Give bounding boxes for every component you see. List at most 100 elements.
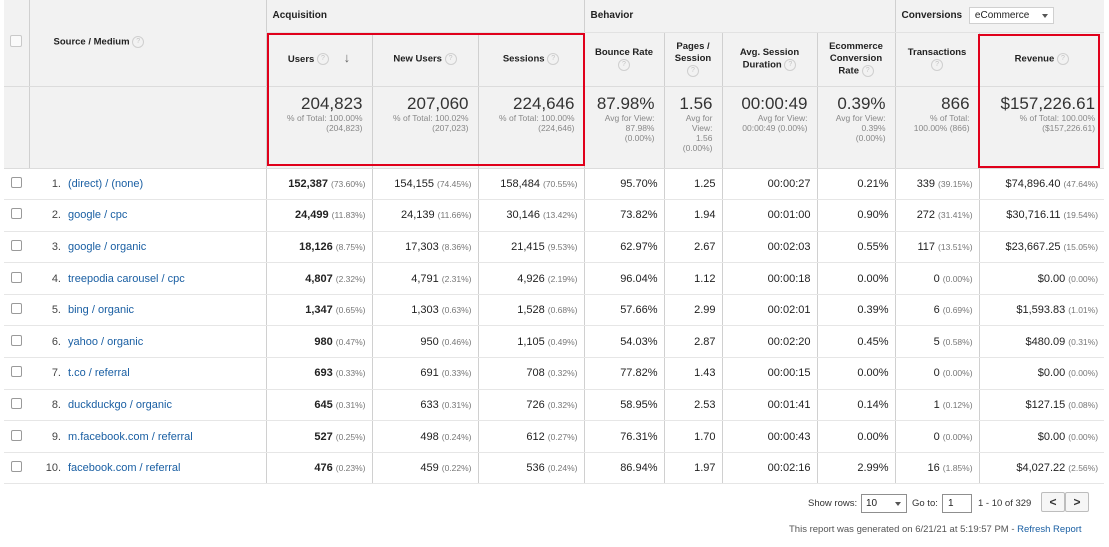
transactions-total: 866 % of Total: 100.00% (866) (894, 86, 980, 169)
help-icon[interactable]: ? (444, 52, 457, 65)
help-icon[interactable]: ? (861, 64, 874, 77)
prev-page-button[interactable]: < (1041, 492, 1065, 512)
new-users-value: 24,139 (400, 209, 435, 222)
goto-input[interactable]: 1 (942, 494, 972, 513)
users-value: 645 (314, 398, 333, 411)
sessions-header[interactable]: Sessions ? (477, 32, 584, 87)
table-row: 7. t.co / referral 693 (0.33%) 691 (0.33%) 708… (4, 357, 1105, 390)
row-index: 5. (51, 304, 61, 317)
transactions-value: 6 (933, 304, 940, 317)
ecommerce-rate-header[interactable]: Ecommerce Conversion Rate ? (816, 32, 896, 87)
group-header-row: Source / Medium ? Acquisition Behavior C… (4, 0, 1105, 87)
sessions-cell: 158,484 (70.55%) (477, 168, 584, 201)
users-value: 1,347 (305, 304, 333, 317)
transactions-cell: 0 (0.00%) (894, 357, 980, 390)
source-medium-header[interactable]: Source / Medium ? (28, 0, 266, 87)
bounce-rate-header[interactable]: Bounce Rate ? (583, 32, 664, 87)
row-checkbox-cell (4, 357, 29, 390)
new-users-value: 459 (420, 462, 439, 475)
pages-session-total-line: Avg for (685, 112, 713, 123)
row-checkbox[interactable] (11, 239, 22, 251)
help-icon[interactable]: ? (1056, 52, 1069, 65)
avg-duration-total-value: 00:00:49 (741, 93, 808, 113)
avg-duration-cell: 00:00:27 (721, 168, 817, 201)
bounce-rate-cell: 86.94% (583, 452, 664, 485)
transactions-percent: (0.00%) (942, 368, 973, 379)
users-cell: 693 (0.33%) (265, 357, 372, 390)
avg-duration-cell: 00:02:01 (721, 294, 817, 327)
ecom-rate-cell: 0.55% (816, 231, 896, 264)
new-users-cell: 459 (0.22%) (371, 452, 478, 485)
transactions-value: 272 (916, 209, 936, 222)
users-cell: 24,499 (11.83%) (265, 199, 372, 232)
source-medium-link[interactable]: google / organic (68, 240, 147, 253)
sort-descending-icon[interactable]: ↓ (343, 50, 351, 65)
select-all-checkbox[interactable] (10, 34, 23, 47)
users-value: 4,807 (305, 272, 333, 285)
source-medium-link[interactable]: t.co / referral (68, 367, 130, 380)
transactions-total-line: % of Total: (930, 112, 970, 123)
users-percent: (0.23%) (335, 463, 366, 474)
source-cell: 4. treepodia carousel / cpc (29, 262, 266, 295)
source-medium-link[interactable]: duckduckgo / organic (68, 398, 172, 411)
revenue-header[interactable]: Revenue ? (978, 32, 1105, 87)
source-medium-link[interactable]: (direct) / (none) (68, 177, 144, 190)
new-users-cell: 498 (0.24%) (371, 420, 478, 453)
help-icon[interactable]: ? (687, 64, 699, 77)
bounce-rate-cell: 73.82% (583, 199, 664, 232)
help-icon[interactable]: ? (547, 52, 560, 65)
row-checkbox[interactable] (11, 271, 22, 283)
transactions-header[interactable]: Transactions ? (894, 32, 980, 87)
help-icon[interactable]: ? (784, 58, 797, 71)
new-users-header[interactable]: New Users ? (371, 32, 478, 87)
next-page-button[interactable]: > (1065, 492, 1089, 512)
source-cell: 7. t.co / referral (29, 357, 266, 390)
source-medium-link[interactable]: google / cpc (68, 209, 128, 222)
users-header[interactable]: Users ? ↓ (265, 32, 372, 87)
table-row: 3. google / organic 18,126 (8.75%) 17,303 (8.… (4, 231, 1105, 264)
pages-session-header[interactable]: Pages / Session ? (663, 32, 722, 87)
row-checkbox[interactable] (11, 461, 22, 473)
avg-duration-total-line: Avg for View: (757, 112, 808, 123)
source-medium-link[interactable]: yahoo / organic (68, 335, 144, 348)
new-users-cell: 950 (0.46%) (371, 325, 478, 359)
row-checkbox[interactable] (11, 208, 22, 220)
help-icon[interactable]: ? (316, 53, 329, 66)
row-checkbox[interactable] (11, 303, 22, 315)
sessions-cell: 21,415 (9.53%) (477, 231, 584, 264)
row-checkbox[interactable] (11, 397, 22, 409)
row-checkbox[interactable] (11, 366, 22, 378)
refresh-report-link[interactable]: Refresh Report (1017, 524, 1082, 535)
pages-session-cell: 1.25 (663, 168, 722, 201)
conversion-type-dropdown[interactable]: eCommerce (968, 7, 1055, 25)
source-medium-link[interactable]: treepodia carousel / cpc (68, 272, 185, 285)
show-rows-select[interactable]: 10 (861, 494, 907, 513)
sessions-total: 224,646 % of Total: 100.00% (224,646) (477, 86, 584, 169)
help-icon[interactable]: ? (132, 36, 145, 49)
row-checkbox[interactable] (11, 429, 22, 441)
row-index: 4. (51, 272, 61, 285)
revenue-value: $127.15 (1025, 398, 1066, 411)
avg-session-duration-header[interactable]: Avg. Session Duration ? (721, 32, 817, 87)
help-icon[interactable]: ? (931, 58, 944, 71)
pages-session-cell: 2.99 (663, 294, 722, 327)
users-percent: (0.65%) (335, 305, 366, 316)
sessions-percent: (70.55%) (543, 178, 578, 189)
help-icon[interactable]: ? (618, 58, 630, 71)
pages-session-total-line: 1.56 (695, 132, 713, 143)
row-checkbox[interactable] (11, 334, 22, 346)
source-medium-link[interactable]: bing / organic (68, 304, 135, 317)
source-medium-link[interactable]: facebook.com / referral (68, 462, 181, 475)
revenue-percent: (1.01%) (1068, 305, 1099, 316)
source-medium-link[interactable]: m.facebook.com / referral (68, 430, 193, 443)
ecom-rate-cell: 0.21% (816, 168, 896, 201)
generated-timestamp: This report was generated on 6/21/21 at … (789, 524, 1015, 535)
pages-session-cell: 1.70 (663, 420, 722, 453)
row-index: 3. (51, 240, 61, 253)
transactions-value: 16 (927, 462, 940, 475)
sessions-value: 4,926 (517, 272, 545, 285)
row-checkbox[interactable] (11, 176, 22, 188)
sessions-value: 726 (526, 398, 545, 411)
revenue-value: $23,667.25 (1005, 240, 1061, 253)
bounce-rate-cell: 58.95% (583, 389, 664, 422)
